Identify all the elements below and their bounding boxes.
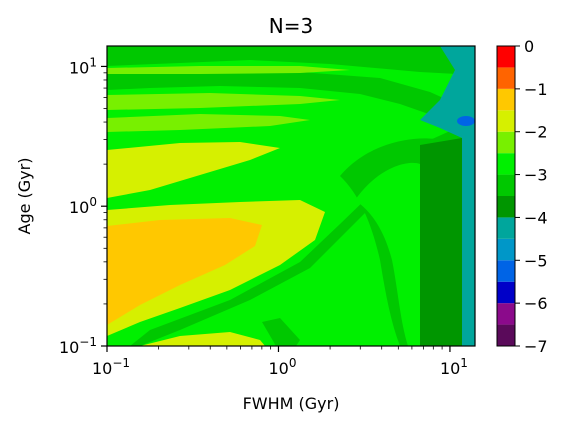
colorbar-band-3: [497, 260, 515, 282]
colorbar-tick-label-1: −1: [524, 80, 548, 99]
y-axis: 10−1 100 101: [59, 55, 107, 357]
colorbar-tick-label-3: −3: [524, 166, 548, 185]
colorbar-tick-label-7: −7: [524, 337, 548, 356]
colorbar-band-1: [497, 303, 515, 325]
colorbar: 0 −1 −2 −3 −4 −5 −6 −7: [496, 37, 548, 356]
colorbar-band-5: [497, 217, 515, 239]
chart-title: N=3: [269, 14, 313, 38]
colorbar-band-9: [497, 131, 515, 154]
region-lower-left-max: [107, 218, 262, 325]
colorbar-band-0: [497, 324, 515, 346]
colorbar-band-7: [497, 174, 515, 196]
plot-frame: [106, 45, 476, 347]
y-tick-label-0: 10−1: [59, 335, 97, 357]
region-upper-light-band: [107, 66, 350, 74]
region-upper-light-band-3: [107, 114, 310, 132]
region-blue-spot: [457, 116, 475, 126]
colorbar-band-4: [497, 238, 515, 261]
region-curved-lobe-inner: [355, 162, 420, 346]
x-tick-label-2: 101: [440, 356, 468, 378]
contour-plot: [107, 46, 475, 346]
colorbar-band-13: [497, 46, 515, 68]
region-bottom-ridge-blip: [262, 318, 300, 346]
region-upper-light-band-2: [107, 93, 340, 110]
x-tick-label-1: 100: [268, 356, 296, 378]
region-upper-dark-band: [107, 46, 475, 75]
region-right-dark-band: [420, 138, 462, 346]
region-upper-dark-band-2: [107, 72, 475, 128]
colorbar-frame: [496, 45, 516, 347]
colorbar-band-8: [497, 153, 515, 175]
colorbar-band-2: [497, 281, 515, 304]
y-tick-label-2: 101: [69, 55, 97, 77]
region-bottom-yellow: [140, 332, 265, 346]
x-axis: 10−1 100 101: [92, 346, 468, 378]
colorbar-tick-label-6: −6: [524, 294, 548, 313]
colorbar-tick-label-2: −2: [524, 123, 548, 142]
colorbar-band-10: [497, 110, 515, 132]
colorbar-tick-label-4: −4: [524, 208, 548, 227]
y-tick-label-1: 100: [69, 195, 97, 217]
colorbar-band-11: [497, 88, 515, 111]
x-tick-label-0: 10−1: [92, 356, 130, 378]
colorbar-tick-label-5: −5: [524, 251, 548, 270]
colorbar-band-6: [497, 196, 515, 218]
y-axis-label: Age (Gyr): [15, 158, 34, 235]
x-axis-label: FWHM (Gyr): [243, 394, 340, 413]
colorbar-band-12: [497, 67, 515, 89]
colorbar-tick-label-0: 0: [524, 37, 534, 56]
region-mid-yellow-band: [107, 142, 280, 198]
